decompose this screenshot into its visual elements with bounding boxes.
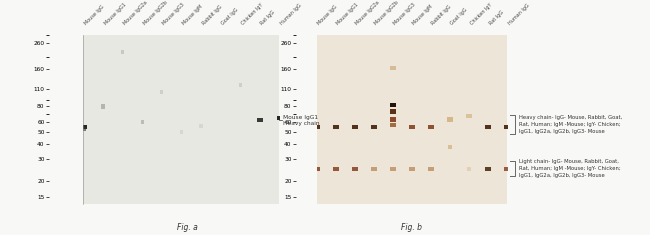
Text: Mouse IgG2b: Mouse IgG2b xyxy=(374,0,400,26)
Text: Rat IgG: Rat IgG xyxy=(260,10,276,26)
Text: Mouse IgG3: Mouse IgG3 xyxy=(162,2,186,26)
Text: Human IgG: Human IgG xyxy=(507,3,530,26)
Text: Heavy chain- IgG- Mouse, Rabbit, Goat,
Rat, Human; IgM -Mouse; IgY- Chicken;
IgG: Heavy chain- IgG- Mouse, Rabbit, Goat, R… xyxy=(519,115,622,134)
Text: Mouse IgG: Mouse IgG xyxy=(317,5,339,26)
Text: Goat IgG: Goat IgG xyxy=(450,8,469,26)
Text: Mouse IgG3: Mouse IgG3 xyxy=(393,2,417,26)
Text: Fig. b: Fig. b xyxy=(402,223,422,232)
Text: Mouse IgG: Mouse IgG xyxy=(83,5,105,26)
Text: Rabbit IgG: Rabbit IgG xyxy=(201,5,223,26)
Text: Chicken IgY: Chicken IgY xyxy=(240,3,264,26)
Text: Mouse IgG2b: Mouse IgG2b xyxy=(142,0,168,26)
Text: Mouse IgG2a: Mouse IgG2a xyxy=(355,0,381,26)
Text: Goat IgG: Goat IgG xyxy=(220,8,239,26)
Text: Human IgG: Human IgG xyxy=(280,3,303,26)
Text: Rat IgG: Rat IgG xyxy=(488,10,504,26)
Text: Mouse IgM: Mouse IgM xyxy=(181,4,203,26)
Text: Rabbit IgG: Rabbit IgG xyxy=(431,5,452,26)
Text: Mouse IgG1
Heavy chain: Mouse IgG1 Heavy chain xyxy=(283,115,319,126)
Text: Mouse IgG1: Mouse IgG1 xyxy=(336,2,360,26)
Text: Mouse IgM: Mouse IgM xyxy=(412,4,434,26)
Text: Mouse IgG1: Mouse IgG1 xyxy=(103,2,127,26)
Text: Chicken IgY: Chicken IgY xyxy=(469,3,493,26)
Text: Fig. a: Fig. a xyxy=(177,223,198,232)
Text: Mouse IgG2a: Mouse IgG2a xyxy=(123,0,149,26)
Text: Light chain- IgG- Mouse, Rabbit, Goat,
Rat, Human; IgM -Mouse; IgY- Chicken;
IgG: Light chain- IgG- Mouse, Rabbit, Goat, R… xyxy=(519,159,620,178)
